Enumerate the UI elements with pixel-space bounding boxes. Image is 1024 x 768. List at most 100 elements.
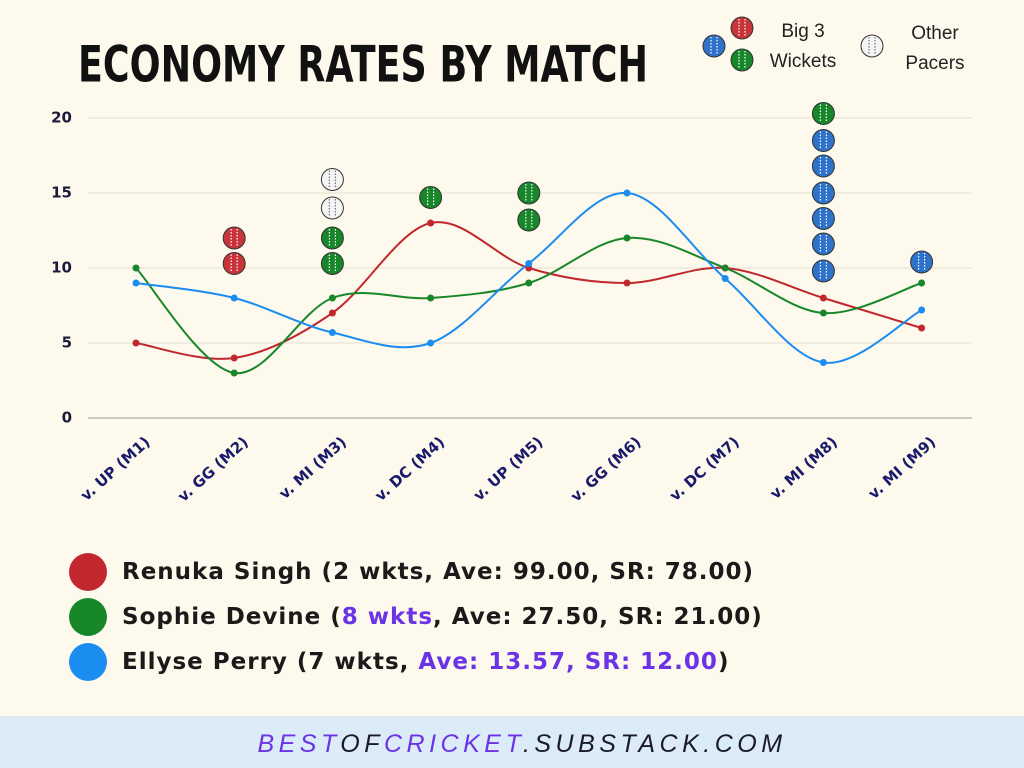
- data-point: [427, 294, 435, 302]
- data-point: [918, 324, 926, 332]
- ball-body: [517, 208, 541, 232]
- wicket-ball: [811, 102, 835, 125]
- data-point: [525, 279, 533, 287]
- wicket-ball: [811, 154, 835, 178]
- legend-stat: 8 wkts: [342, 604, 433, 630]
- data-point: [721, 275, 729, 282]
- legend-label: Pacers: [905, 53, 964, 74]
- legend-entry: Sophie Devine (8 wkts, Ave: 27.50, SR: 2…: [122, 604, 763, 630]
- legend-name: Ellyse Perry: [122, 649, 288, 675]
- ball-body: [811, 154, 835, 178]
- legend-label: Big 3: [781, 21, 824, 42]
- footer-part: CRICKET: [384, 730, 523, 758]
- wicket-ball: [910, 250, 934, 274]
- ball-body: [811, 207, 835, 230]
- wicket-ball: [811, 259, 835, 283]
- y-tick-label: 0: [62, 409, 72, 427]
- wicket-ball: [860, 34, 884, 58]
- wicket-ball: [811, 181, 835, 205]
- data-point: [132, 339, 140, 347]
- data-point: [918, 279, 926, 287]
- data-point: [230, 369, 238, 377]
- wicket-ball: [320, 252, 344, 275]
- wicket-ball: [702, 34, 726, 58]
- ball-body: [811, 129, 835, 152]
- ball-body: [320, 252, 344, 275]
- ball-body: [320, 226, 344, 250]
- data-point: [230, 294, 238, 302]
- y-tick-label: 10: [51, 259, 72, 277]
- wicket-ball: [222, 226, 246, 250]
- wicket-ball: [811, 129, 835, 152]
- data-point: [328, 309, 336, 317]
- legend-name: Sophie Devine: [122, 604, 321, 630]
- data-point: [525, 260, 533, 267]
- data-point: [328, 329, 336, 336]
- legend-stat: (: [321, 604, 342, 630]
- legend-entry: Ellyse Perry (7 wkts, Ave: 13.57, SR: 12…: [122, 649, 729, 675]
- footer-part: OF: [340, 730, 384, 758]
- legend-swatch: [69, 598, 107, 636]
- legend-name: Renuka Singh: [122, 559, 313, 585]
- data-point: [721, 264, 729, 272]
- data-point: [819, 294, 827, 302]
- data-point: [427, 219, 435, 227]
- legend-entry: Renuka Singh (2 wkts, Ave: 99.00, SR: 78…: [122, 559, 754, 585]
- wicket-ball: [320, 196, 344, 220]
- series-line: [135, 191, 923, 364]
- wicket-ball: [730, 48, 754, 72]
- ball-body: [419, 186, 443, 209]
- wicket-ball: [517, 208, 541, 232]
- ball-body: [517, 181, 541, 205]
- wicket-ball: [320, 168, 344, 191]
- legend-swatch: [69, 643, 107, 681]
- ball-body: [811, 181, 835, 205]
- data-point: [132, 279, 140, 287]
- legend-stat: (7 wkts,: [288, 649, 419, 675]
- data-point: [427, 339, 435, 347]
- ball-body: [811, 232, 835, 256]
- data-point: [623, 189, 631, 197]
- ball-body: [320, 168, 344, 191]
- wicket-ball: [222, 252, 246, 275]
- wicket-ball: [730, 16, 754, 40]
- wicket-ball: [419, 186, 443, 209]
- data-point: [623, 234, 631, 242]
- footer-band: [0, 716, 1024, 768]
- ball-body: [860, 34, 884, 58]
- wicket-ball: [811, 232, 835, 256]
- footer-link: BESTOFCRICKET.SUBSTACK.COM: [257, 730, 786, 758]
- ball-body: [702, 34, 726, 58]
- footer-part: .SUBSTACK.COM: [523, 730, 787, 758]
- ball-body: [222, 252, 246, 275]
- legend-stat: Ave: 13.57, SR: 12.00: [418, 649, 718, 675]
- ball-body: [730, 48, 754, 72]
- y-tick-label: 15: [51, 184, 72, 202]
- y-tick-label: 5: [62, 334, 72, 352]
- data-point: [819, 309, 827, 317]
- ball-body: [811, 259, 835, 283]
- wicket-ball: [320, 226, 344, 250]
- data-point: [623, 279, 631, 287]
- data-point: [230, 354, 238, 362]
- chart-title: ECONOMY RATES BY MATCH: [78, 36, 648, 94]
- legend-stat: , Ave: 27.50, SR: 21.00): [433, 604, 763, 630]
- ball-body: [910, 250, 934, 274]
- footer-part: BEST: [257, 730, 340, 758]
- ball-body: [811, 102, 835, 125]
- legend-label: Wickets: [770, 51, 837, 72]
- wicket-ball: [811, 207, 835, 230]
- ball-body: [730, 16, 754, 40]
- data-point: [132, 264, 140, 272]
- legend-stat: (2 wkts, Ave: 99.00, SR: 78.00): [313, 559, 755, 585]
- legend-label: Other: [911, 23, 959, 44]
- data-point: [328, 294, 336, 302]
- ball-body: [222, 226, 246, 250]
- legend-stat: ): [718, 649, 730, 675]
- y-tick-label: 20: [51, 109, 72, 127]
- ball-body: [320, 196, 344, 220]
- wicket-ball: [517, 181, 541, 205]
- data-point: [819, 359, 827, 366]
